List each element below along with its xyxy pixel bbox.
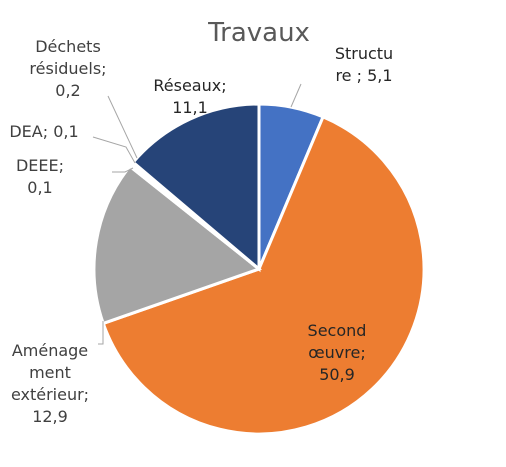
data-labels: Structu re ; 5,1 Second œuvre; 50,9 Aménage me… (9, 37, 393, 426)
pie-slice-aménagement-extérieur (92, 164, 263, 326)
data-label: DEEE; 0,1 (16, 156, 64, 197)
data-label: Structu re ; 5,1 (335, 44, 393, 85)
chart-title: Travaux (207, 18, 310, 48)
data-label: Second œuvre; 50,9 (308, 321, 367, 384)
leader-line (112, 167, 134, 173)
pie-slices (92, 102, 426, 436)
leader-line (107, 95, 138, 159)
data-label: Aménage ment extérieur; 12,9 (11, 341, 89, 426)
data-label: Réseaux; 11,1 (153, 76, 226, 117)
pie-slice-réseaux (131, 102, 261, 273)
data-label: DEA; 0,1 (9, 122, 78, 141)
pie-slice-second-œuvre (101, 114, 426, 436)
leader-lines (92, 83, 302, 345)
leader-line (290, 83, 302, 108)
leader-line (98, 321, 104, 345)
data-label: Déchets résiduels; 0,2 (29, 37, 106, 100)
leader-line (92, 136, 136, 164)
